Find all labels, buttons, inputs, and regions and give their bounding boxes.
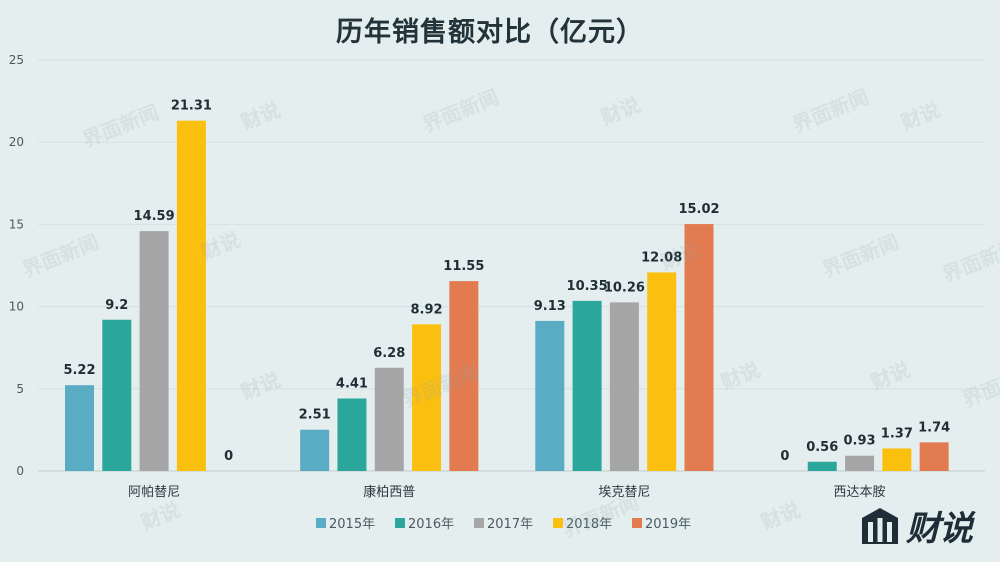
bar-西达本胺-2017年 [845,455,875,471]
logo-text: 财说 [906,508,973,549]
data-label: 11.55 [443,259,484,274]
y-tick-label: 0 [16,464,24,478]
legend-swatch [316,518,326,528]
y-axis-ticks: 0 5 10 15 20 25 [9,53,24,478]
y-tick-label: 25 [9,53,24,67]
caishuo-logo: 财说 [858,500,998,550]
data-label: 0 [780,449,789,464]
legend-label: 2017年 [487,517,533,532]
x-tick-label: 埃克替尼 [598,485,650,500]
bar-康柏西普-2015年 [300,429,330,471]
data-label: 0 [224,449,233,464]
x-tick-label: 阿帕替尼 [128,485,180,500]
bar-阿帕替尼-2018年 [176,120,206,471]
data-label: 5.22 [63,363,95,378]
bar-阿帕替尼-2017年 [139,231,169,471]
bar-埃克替尼-2019年 [684,224,714,471]
bar-阿帕替尼-2015年 [65,385,94,471]
data-label: 15.02 [678,202,719,217]
y-tick-label: 10 [9,300,24,314]
bar-康柏西普-2016年 [337,398,367,471]
bar-康柏西普-2019年 [449,281,479,471]
data-label: 1.74 [918,420,950,435]
data-label: 4.41 [336,376,368,391]
bar-埃克替尼-2015年 [535,320,565,471]
data-label: 2.51 [299,408,331,423]
legend: 2015年 2016年 2017年 2018年 2019年 [316,517,691,532]
legend-swatch [395,518,405,528]
bar-埃克替尼-2017年 [609,302,639,471]
data-label: 10.26 [604,280,645,295]
bar-西达本胺-2019年 [919,442,949,471]
bar-康柏西普-2018年 [412,324,442,471]
legend-label: 2016年 [408,517,454,532]
legend-swatch [474,518,484,528]
legend-swatch [553,518,563,528]
x-axis-ticks: 阿帕替尼 康柏西普 埃克替尼 西达本胺 [128,484,885,500]
y-tick-label: 15 [9,217,24,231]
data-label: 0.56 [806,440,838,455]
logo-mark-icon [862,508,898,544]
legend-label: 2018年 [566,517,612,532]
legend-swatch [632,518,642,528]
bar-埃克替尼-2016年 [572,300,602,471]
bar-西达本胺-2018年 [882,448,912,471]
legend-label: 2019年 [645,517,691,532]
data-label: 21.31 [171,99,212,114]
data-label: 9.2 [105,298,128,313]
bars [65,120,949,471]
x-tick-label: 康柏西普 [363,484,415,500]
y-tick-label: 20 [9,135,24,149]
chart-title: 历年销售额对比（亿元） [336,17,644,48]
data-labels: 5.22 9.2 14.59 21.31 0 2.51 4.41 6.28 8.92 11.55 9… [63,99,950,464]
data-label: 0.93 [844,434,876,449]
data-label: 1.37 [881,426,913,441]
bar-埃克替尼-2018年 [647,272,677,471]
bar-西达本胺-2016年 [807,461,837,471]
x-tick-label: 西达本胺 [834,485,886,500]
data-label: 10.35 [567,279,608,294]
data-label: 6.28 [373,346,405,361]
bar-康柏西普-2017年 [374,367,404,471]
y-tick-label: 5 [16,382,24,396]
bar-阿帕替尼-2016年 [102,319,132,471]
data-label: 14.59 [134,209,175,224]
data-label: 8.92 [411,302,443,317]
data-label: 12.08 [641,250,682,265]
data-label: 9.13 [534,299,566,314]
legend-label: 2015年 [329,517,375,532]
